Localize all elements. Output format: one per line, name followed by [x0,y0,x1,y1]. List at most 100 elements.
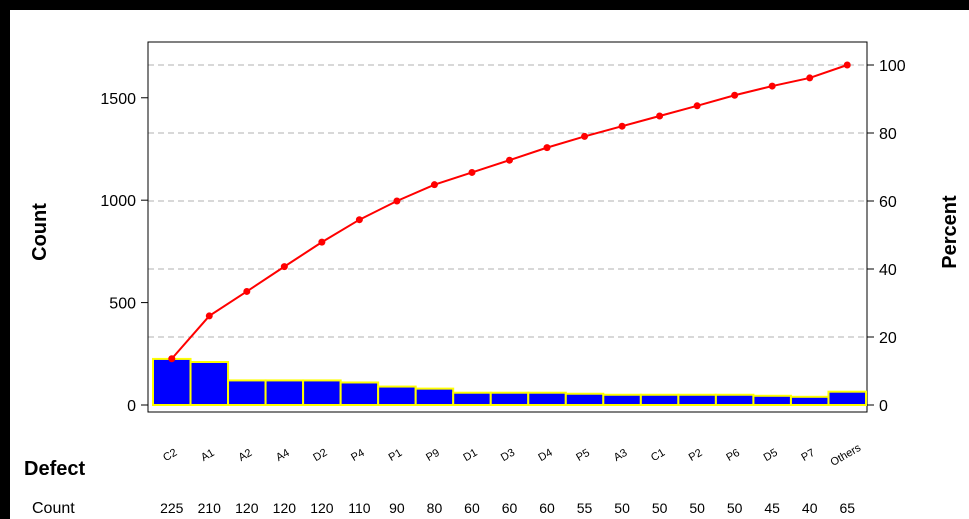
count-value: 50 [727,500,743,516]
y-tick-label: 500 [109,296,136,313]
category-label: C2 [161,447,179,464]
cumulative-point [656,112,664,120]
count-value: 120 [235,500,259,516]
bar [227,379,267,407]
category-label: C1 [649,447,667,464]
count-value: 225 [160,500,184,516]
category-label: P5 [574,447,592,464]
category-label: D1 [461,447,479,464]
bar [714,393,755,406]
count-value: 40 [802,500,818,516]
pareto-chart: 0 500 1000 1500 0 20 40 60 80 100 Count Percent D… [24,41,961,517]
y2-tick-label: 0 [879,398,888,415]
cumulative-point [618,122,626,130]
chart-panel: 0 500 1000 1500 0 20 40 60 80 100 Count Percent D… [10,10,969,519]
y2-tick-label: 80 [879,126,897,143]
category-labels: C2 A1 A2 A4 D2 P4 P1 P9 D1 D3 D4 P5 A3 C1 P2 P6 D5 P7 Othe… [161,442,863,469]
count-value: 65 [839,500,855,516]
count-value: 60 [502,500,518,516]
bar [489,391,530,407]
y2-tick-label: 100 [879,58,906,75]
category-label: P1 [387,447,405,464]
y2-tick-label: 20 [879,330,897,347]
bar [152,357,192,406]
category-label: D5 [762,447,780,464]
count-value: 55 [577,500,593,516]
count-value: 110 [348,500,371,516]
cumulative-line-path [171,64,848,360]
cumulative-point [243,287,251,295]
cumulative-line [168,61,851,363]
cumulative-point [506,156,513,164]
cumulative-point [205,312,213,320]
bar [752,394,792,407]
y-tick-label: 0 [127,398,136,415]
bar [339,381,380,406]
bar [677,393,717,406]
cumulative-point [543,144,551,152]
cumulative-point [693,102,701,110]
y2-tick-label: 60 [879,194,897,211]
category-label: P9 [424,447,442,464]
y2-tick-label: 40 [879,262,897,279]
category-label: A1 [199,447,217,464]
count-value: 60 [539,500,555,516]
y-tick-label: 1500 [100,91,136,108]
category-label: Others [828,442,863,469]
bar [564,392,605,407]
category-label: P2 [687,447,705,464]
cumulative-point [280,263,288,271]
y-axis-title: Count [29,203,51,261]
plot-area [147,41,868,413]
grid-lines [148,64,867,338]
count-value: 120 [310,500,334,516]
y-tick-label: 1000 [100,193,136,210]
bar [414,387,455,407]
category-label: A3 [612,447,630,464]
count-value: 90 [389,500,405,516]
count-row-label: Count [32,500,75,517]
bar [527,391,567,407]
x-axis-title: Defect [24,458,85,480]
count-value: 50 [614,500,630,516]
count-value: 80 [427,500,443,516]
cumulative-point [355,216,363,224]
category-label: D4 [536,447,554,464]
bar [639,393,680,406]
bar [377,385,417,406]
category-label: P4 [349,447,367,464]
cumulative-point [768,82,776,90]
count-value: 120 [273,500,297,516]
cumulative-point [168,355,176,363]
count-values: 225 210 120 120 120 110 90 80 60 60 60 55 50 50 50 50 45… [160,500,855,516]
category-label: A4 [274,447,292,464]
count-value: 60 [464,500,480,516]
cumulative-point [393,197,401,205]
category-label: P6 [724,447,742,464]
bars [152,357,868,407]
cumulative-point [731,91,739,99]
bar [789,395,830,406]
cumulative-point [318,238,326,246]
bar [302,379,342,407]
category-label: D3 [499,447,517,464]
category-label: P7 [799,447,817,464]
cumulative-point [468,168,476,176]
count-value: 50 [689,500,705,516]
cumulative-point [806,74,814,82]
count-value: 210 [198,500,222,516]
cumulative-point [430,181,438,189]
y2-axis-title: Percent [939,195,961,269]
category-label: A2 [236,447,254,464]
bar [189,360,230,406]
bar [827,390,868,406]
axes: 0 500 1000 1500 0 20 40 60 80 100 [100,58,905,415]
cumulative-point [843,61,851,69]
bar [602,393,642,406]
count-value: 50 [652,500,668,516]
bar [264,379,305,407]
count-value: 45 [764,500,780,516]
category-label: D2 [311,447,329,464]
cumulative-point [581,132,589,140]
bar [452,391,492,407]
